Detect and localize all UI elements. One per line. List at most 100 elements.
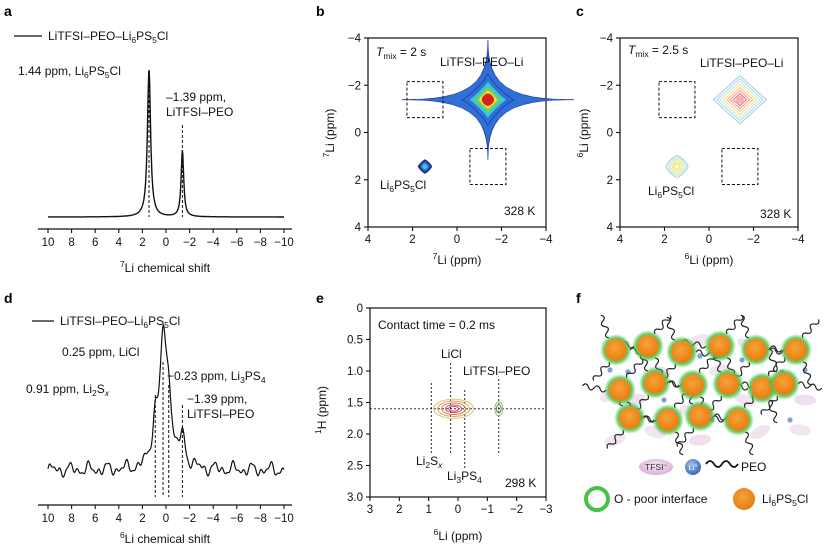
- contour-level: [671, 160, 683, 173]
- peak-annotation-peo-d-line2: LiTFSI–PEO: [187, 407, 254, 421]
- peo-chain: [797, 381, 823, 391]
- x-tick-label: −4: [207, 513, 221, 525]
- cross-peak-boxes-c: [658, 81, 759, 186]
- x-tick-label: 4: [116, 237, 123, 249]
- spectrum-curve-d: [47, 323, 285, 478]
- x-ticks-a: 10 8 6 4 2 0 −2 −4 −6 −8 −10: [42, 229, 294, 249]
- li6ps5cl-particle: [619, 407, 641, 429]
- interface-ring-icon: [584, 486, 610, 512]
- peo-chain: [581, 383, 607, 393]
- y-tick-label: −4: [348, 33, 362, 45]
- y-tick-label: 0: [357, 303, 363, 315]
- legend-text-d: LiTFSI–PEO–Li6PS5Cl: [60, 314, 180, 330]
- y-tick-label: −2: [348, 80, 361, 92]
- y-tick-label: 2.5: [347, 461, 363, 473]
- x-tick-label: 0: [163, 513, 169, 525]
- x-tick-label: −2: [495, 234, 508, 246]
- contour-level: [445, 404, 463, 414]
- panel-label-a: a: [4, 3, 12, 19]
- x-tick-label: 6: [92, 237, 98, 249]
- axis-ticks-c: 4 2 0 −2 −4 −4 −2 0 2 4: [600, 33, 805, 246]
- y-axis-label-c: 6Li (ppm): [575, 109, 591, 158]
- legend-text-a: LiTFSI–PEO–Li6PS5Cl: [48, 29, 168, 45]
- x-tick-label: −1: [481, 504, 494, 516]
- contour-level: [433, 398, 475, 419]
- contour-level: [719, 81, 761, 119]
- x-tick-label: 4: [365, 234, 372, 246]
- temperature-e: 298 K: [505, 476, 536, 490]
- peo-chain: [625, 359, 644, 379]
- x-tick-label: 1: [425, 504, 431, 516]
- peak-label-peo-b: LiTFSI–PEO–Li: [440, 55, 523, 69]
- peak-label-peo-c: LiTFSI–PEO–Li: [700, 56, 783, 70]
- peo-chain: [768, 348, 778, 373]
- spectrum-curve-a: [48, 70, 284, 218]
- cross-peak-box: [721, 148, 759, 186]
- x-axis-label-c: 6Li (ppm): [685, 251, 734, 267]
- plot-frame-e: [369, 307, 547, 498]
- y-tick-label: 0: [607, 128, 613, 140]
- peo-chain: [653, 315, 672, 335]
- x-tick-label: 8: [68, 513, 74, 525]
- y-tick-label: 2.0: [347, 429, 363, 441]
- contour-level: [669, 158, 685, 175]
- temperature-b: 328 K: [504, 204, 535, 218]
- composite-schematic: [581, 314, 823, 456]
- li6ps5cl-particle: [709, 335, 731, 357]
- peo-chain: [674, 431, 684, 456]
- panel-label-f: f: [576, 290, 581, 306]
- li6ps5cl-particle: [751, 377, 773, 399]
- x-tick-label: −4: [207, 237, 221, 249]
- x-tick-label: −2: [183, 237, 196, 249]
- particle-icon: [733, 488, 755, 510]
- panel-f: f TFSI− Li+ PEO O - poor interface Li6PS…: [576, 290, 823, 512]
- peo-chain: [768, 399, 778, 424]
- x-tick-label: 10: [42, 237, 55, 249]
- contour-level: [437, 400, 471, 417]
- x-tick-label: 0: [163, 237, 169, 249]
- peo-chain: [801, 319, 820, 339]
- li6ps5cl-particle: [717, 373, 739, 395]
- li6ps5cl-particle: [657, 409, 679, 431]
- peak-annotation-peo-line1: –1.39 ppm,: [166, 90, 226, 104]
- li6ps5cl-particle: [609, 379, 631, 401]
- contour-level: [725, 86, 754, 113]
- peo-chain: [767, 357, 786, 377]
- contour-level: [441, 402, 467, 416]
- peak-marker-lines-a: [148, 70, 183, 217]
- x-tick-label: 4: [116, 513, 123, 525]
- y-tick-label: 2: [355, 175, 361, 187]
- li-ion-icon: [685, 459, 701, 475]
- x-ticks-d: 10 8 6 4 2 0 −2 −4 −6 −8 −10: [42, 505, 294, 525]
- li-legend-label: Li+: [688, 463, 697, 472]
- x-tick-label: 0: [454, 234, 460, 246]
- x-tick-label: 4: [617, 234, 624, 246]
- panel-c: c 4 2 0 −2 −4 −4 −2 0 2 4 Tmix = 2.5 s LiTFSI–PEO…: [575, 3, 805, 267]
- y-tick-label: 4: [607, 222, 614, 234]
- peo-chain-icon: [705, 460, 739, 468]
- contour-core: [735, 95, 744, 104]
- y-tick-label: 1.0: [347, 366, 363, 378]
- contour-peaks-e: [433, 398, 504, 419]
- y-tick-label: 2: [607, 175, 613, 187]
- panel-label-c: c: [576, 3, 584, 19]
- li-ion-dot: [607, 367, 613, 373]
- peo-chain: [666, 316, 676, 341]
- contour-level: [481, 93, 495, 106]
- tfsi-legend-label: TFSI−: [645, 462, 667, 472]
- axis-ticks-e: 3 2 1 0 −1 −2 −3 0 0.5 1.0 1.5 2.0 2.5 3.0: [347, 303, 553, 516]
- x-tick-label: 2: [139, 237, 145, 249]
- panel-b: b 4 2 0 −2 −4 −4 −2 0 2 4 Tmix = 2 s LiTFSI–PEO–L…: [316, 3, 574, 267]
- cross-peak-box: [658, 81, 696, 119]
- peak-label-li6ps5cl-b: Li6PS5Cl: [380, 178, 426, 194]
- plot-frame-b: [367, 37, 547, 228]
- peak-annotation-li6ps5cl: 1.44 ppm, Li6PS5Cl: [18, 64, 121, 80]
- particle-legend-label: Li6PS5Cl: [762, 492, 808, 508]
- contour-level: [667, 156, 687, 177]
- contour-level: [665, 154, 689, 179]
- peak-label-li2sx-e: Li2Sx: [416, 454, 443, 470]
- panel-label-d: d: [4, 290, 13, 306]
- li6ps5cl-particle: [605, 339, 627, 361]
- tfsi-icon: [639, 459, 673, 475]
- contour-level: [731, 93, 748, 108]
